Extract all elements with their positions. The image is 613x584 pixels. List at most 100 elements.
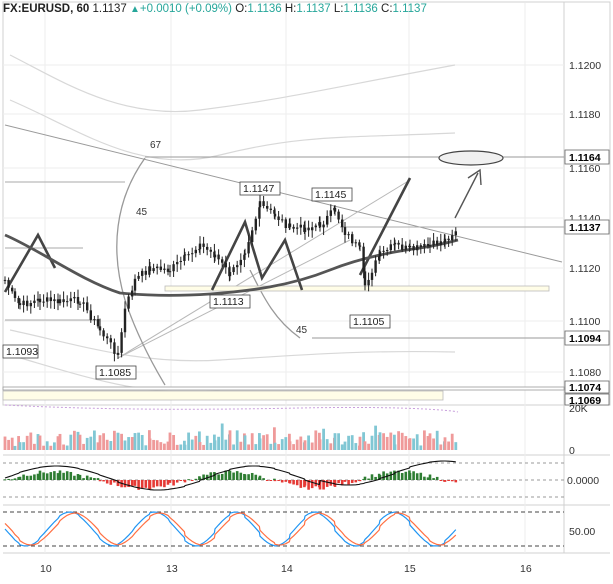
candle-body bbox=[18, 303, 22, 306]
volume-bar bbox=[116, 432, 120, 450]
open-value: 1.1136 bbox=[247, 3, 282, 15]
macd-bar bbox=[96, 478, 100, 480]
macd-bar bbox=[73, 475, 76, 480]
time-axis[interactable]: 10 13 14 15 16 bbox=[40, 563, 532, 575]
volume-bar bbox=[450, 433, 454, 450]
volume-bar bbox=[393, 434, 396, 450]
macd-bar bbox=[450, 480, 454, 482]
macd-bar bbox=[166, 480, 170, 485]
volume-bar bbox=[325, 439, 329, 450]
macd-bar bbox=[163, 480, 166, 488]
macd-bar bbox=[367, 478, 370, 480]
macd-bar bbox=[322, 480, 325, 490]
volume-bar bbox=[428, 433, 432, 450]
candle-body bbox=[443, 238, 447, 243]
drawing-tools[interactable] bbox=[2, 54, 565, 401]
volume-bar bbox=[133, 433, 137, 450]
volume-bar bbox=[378, 432, 382, 450]
volume-bar bbox=[120, 433, 123, 450]
volume-bar bbox=[148, 438, 152, 450]
volume-bar bbox=[82, 443, 85, 450]
candle-body bbox=[106, 336, 109, 339]
volume-bar bbox=[85, 437, 89, 450]
candle-body bbox=[343, 227, 347, 235]
macd-bar bbox=[389, 471, 393, 480]
macd-bar bbox=[69, 471, 73, 480]
volume-bar bbox=[333, 433, 337, 450]
macd-bar bbox=[56, 473, 60, 480]
volume-bar bbox=[113, 430, 116, 450]
macd-bar bbox=[202, 474, 205, 480]
volume-bar bbox=[179, 444, 183, 450]
channel-upper-curve bbox=[9, 54, 456, 113]
macd-bar bbox=[58, 470, 62, 480]
volume-bar bbox=[310, 442, 314, 450]
macd-bar bbox=[435, 476, 439, 480]
volume-bar bbox=[42, 445, 45, 450]
volume-bar bbox=[408, 438, 412, 450]
macd-bar bbox=[447, 480, 450, 481]
macd-bar bbox=[277, 480, 280, 481]
volume-bar bbox=[152, 439, 155, 450]
candle-body bbox=[38, 298, 42, 303]
candle-body bbox=[166, 268, 170, 272]
candle-body bbox=[98, 326, 102, 331]
annotation-1105: 1.1105 bbox=[353, 316, 384, 328]
macd-bar bbox=[116, 480, 120, 487]
candle-body bbox=[213, 251, 216, 258]
macd-bar bbox=[45, 473, 49, 480]
volume-bar bbox=[155, 440, 159, 450]
channel-upper-curve-2 bbox=[9, 99, 456, 161]
stoch-tick-50: 50.00 bbox=[569, 526, 595, 538]
macd-bar bbox=[318, 480, 322, 490]
macd-bar bbox=[7, 478, 10, 480]
volume-bar bbox=[93, 430, 96, 450]
candle-body bbox=[13, 291, 17, 298]
volume-bar bbox=[347, 435, 350, 450]
macd-bar bbox=[426, 477, 430, 480]
candle-body bbox=[102, 330, 105, 337]
price-change: +0.0010 (+0.09%) bbox=[139, 3, 232, 15]
volume-bar bbox=[22, 442, 25, 450]
volume-bar bbox=[7, 439, 10, 450]
macd-bar bbox=[350, 480, 354, 483]
candle-body bbox=[284, 219, 287, 229]
candle-body bbox=[33, 300, 36, 304]
price-tick: 1.1120 bbox=[569, 263, 600, 275]
macd-bar bbox=[273, 480, 277, 482]
candle-body bbox=[96, 319, 100, 327]
candle-body bbox=[221, 259, 224, 263]
macd-bar bbox=[17, 477, 20, 480]
candle-body bbox=[419, 245, 422, 248]
price-badge-1137: 1.1137 bbox=[569, 222, 601, 234]
volume-bar bbox=[432, 438, 435, 450]
candle-body bbox=[314, 225, 317, 228]
volume-bar bbox=[295, 439, 299, 450]
price-axis[interactable]: 1.1200 1.1180 1.1160 1.1140 1.1120 1.110… bbox=[564, 60, 610, 407]
volume-bar bbox=[13, 445, 17, 450]
volume-bar bbox=[284, 437, 288, 450]
candle-body bbox=[326, 215, 329, 225]
candle-body bbox=[337, 211, 340, 220]
volume-bar bbox=[250, 433, 254, 450]
candle-body bbox=[299, 224, 302, 228]
candle-body bbox=[3, 279, 7, 281]
symbol-title[interactable]: FX:EURUSD, 60 bbox=[3, 3, 90, 15]
macd-bar bbox=[217, 474, 220, 480]
candle-body bbox=[183, 254, 187, 256]
candle-body bbox=[156, 266, 159, 269]
candle-body bbox=[22, 300, 25, 306]
macd-bar bbox=[10, 479, 14, 481]
volume-bar bbox=[385, 436, 389, 450]
volume-bar bbox=[412, 438, 415, 450]
candle-body bbox=[269, 208, 272, 210]
candle-body bbox=[404, 245, 407, 250]
macd-bar bbox=[42, 472, 45, 480]
volume-bar bbox=[202, 444, 205, 450]
candle-body bbox=[232, 267, 235, 273]
macd-bar bbox=[194, 478, 198, 480]
candle-body bbox=[131, 290, 134, 297]
volume-bar bbox=[265, 434, 269, 450]
candle-body bbox=[69, 298, 72, 302]
